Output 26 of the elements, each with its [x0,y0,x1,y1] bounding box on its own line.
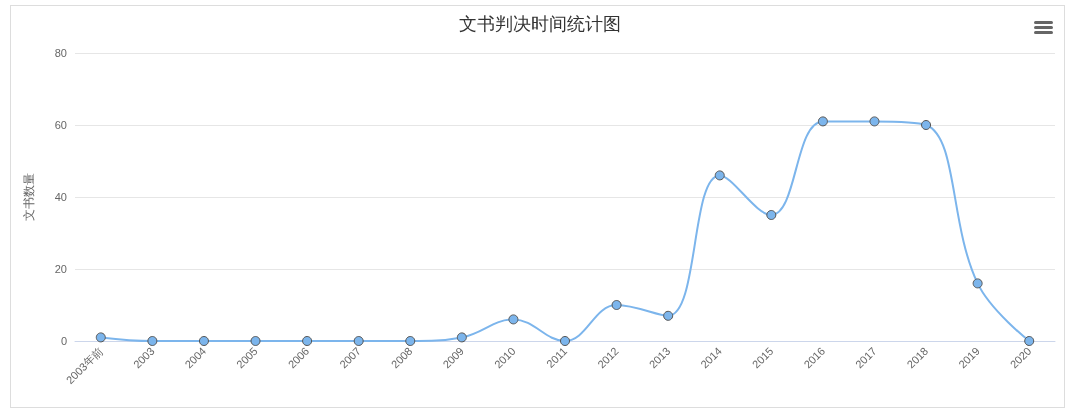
y-tick-label: 0 [60,335,67,347]
y-tick-label: 80 [54,47,67,59]
point [611,300,622,310]
point [766,210,777,220]
y-tick-label: 40 [54,191,67,203]
point [508,314,519,325]
point [456,332,467,343]
point [663,310,674,321]
point [817,116,828,127]
point [198,336,209,346]
y-axis-title: 文书数量 [22,173,36,221]
point [972,278,983,289]
y-tick-label: 60 [54,119,67,131]
point [405,336,416,346]
point [869,116,880,127]
point [353,336,364,346]
point [250,336,261,346]
point [95,332,106,343]
y-tick-label: 20 [54,263,67,275]
point [1024,336,1035,346]
point [147,336,158,346]
point [560,336,570,346]
chart-title: 文书判决时间统计图 [459,14,621,34]
point [302,336,313,346]
point [921,120,932,130]
point [714,170,725,181]
